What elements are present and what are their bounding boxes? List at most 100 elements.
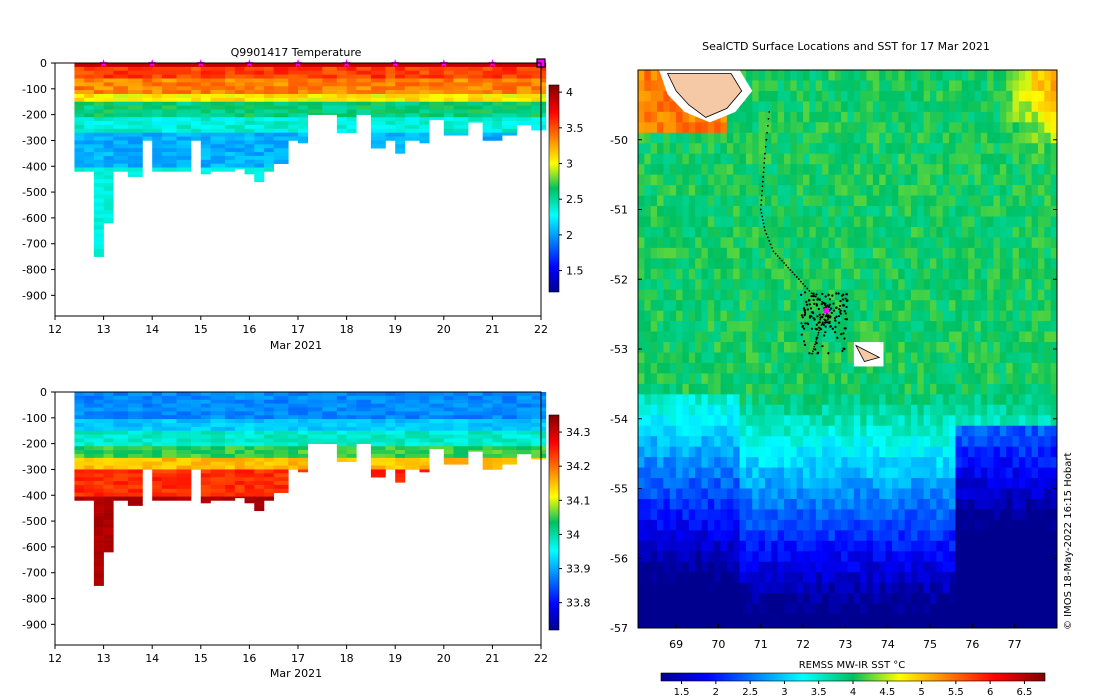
sst-cell	[726, 195, 734, 207]
sst-cell	[891, 446, 899, 458]
sst-cell	[936, 331, 944, 343]
sst-cell	[968, 101, 975, 113]
sst-cell	[745, 268, 753, 280]
sst-cell	[904, 404, 912, 416]
temperature-cell	[152, 121, 163, 126]
temperature-cell	[210, 140, 226, 145]
salinity-cell	[492, 430, 503, 435]
sst-cell	[771, 216, 779, 228]
salinity-cell	[93, 399, 104, 404]
sst-cell	[923, 394, 931, 406]
sst-cell	[657, 268, 664, 280]
sst-cell	[790, 195, 798, 207]
salinity-cell	[113, 442, 129, 447]
sst-cell	[828, 300, 836, 312]
sst-cell	[644, 111, 652, 123]
sst-cell	[961, 122, 969, 134]
sst-cell	[936, 498, 944, 510]
salinity-cell	[273, 426, 289, 432]
sst-cell	[955, 593, 963, 604]
sst-cell	[904, 321, 912, 332]
sst-cell	[955, 383, 963, 395]
sst-cell	[771, 143, 779, 155]
sst-cell	[942, 216, 950, 228]
temperature-cell	[385, 86, 396, 91]
sst-cell	[682, 185, 690, 196]
temperature-cell	[356, 101, 372, 106]
sst-cell	[885, 530, 893, 542]
sst-cell	[853, 206, 861, 217]
temperature-cell	[492, 78, 503, 83]
sst-cell	[866, 153, 874, 165]
temperature-cell	[395, 128, 406, 134]
temperature-cell	[288, 109, 299, 114]
sst-cell	[891, 174, 899, 186]
sst-cell	[961, 614, 969, 625]
sst-cell	[866, 478, 874, 489]
sst-cell	[949, 247, 956, 259]
salinity-cell	[419, 453, 430, 459]
temperature-cell	[419, 113, 430, 118]
sst-cell	[644, 206, 652, 217]
salinity-cell	[429, 407, 445, 412]
temperature-cell	[200, 124, 211, 130]
salinity-cell	[385, 415, 396, 420]
temperature-cell	[482, 128, 493, 134]
salinity-cell	[103, 500, 114, 505]
salinity-cell	[492, 415, 503, 420]
sst-cell	[974, 101, 982, 113]
salinity-ytick-label: -300	[22, 463, 47, 476]
temperature-cell	[191, 90, 202, 95]
sst-cell	[663, 185, 671, 196]
temperature-cell	[429, 109, 445, 114]
sst-cell	[853, 415, 861, 427]
sst-cell	[847, 70, 855, 81]
salinity-cell	[419, 446, 430, 451]
sst-cell	[790, 164, 798, 176]
sst-cell	[745, 352, 753, 364]
salinity-cell	[385, 392, 396, 397]
sst-cell	[688, 478, 696, 489]
sst-cell	[879, 394, 886, 406]
sst-cell	[910, 111, 918, 123]
sst-cell	[771, 321, 779, 332]
sst-cell	[777, 132, 785, 144]
sst-cell	[663, 582, 671, 594]
salinity-cell	[541, 430, 547, 435]
salinity-cell	[468, 419, 483, 424]
sst-cell	[828, 498, 836, 510]
sst-cell	[942, 446, 950, 458]
temperature-cell	[234, 163, 245, 168]
sst-cell	[650, 373, 658, 385]
sst-cell	[764, 394, 772, 406]
temperature-cell	[200, 148, 211, 153]
sst-cell	[955, 394, 963, 406]
sst-cell	[745, 593, 753, 604]
sst-cell	[701, 153, 709, 165]
salinity-cell	[502, 438, 517, 443]
temperature-cell	[336, 117, 347, 122]
sst-cell	[752, 498, 760, 510]
salinity-cell	[93, 488, 104, 493]
sst-cell	[650, 383, 658, 395]
salinity-cell	[429, 399, 445, 404]
sst-cell	[714, 153, 721, 165]
sst-cell	[764, 467, 772, 479]
sst-cell	[961, 206, 969, 217]
temperature-cell	[210, 128, 226, 134]
salinity-cell	[273, 403, 289, 408]
temperature-cell	[176, 140, 192, 145]
sst-cell	[942, 226, 950, 238]
sst-cell	[644, 195, 652, 207]
sst-cell	[828, 467, 836, 479]
sst-cell	[796, 530, 804, 542]
sst-cell	[860, 446, 867, 458]
sst-cell	[657, 122, 664, 134]
sst-cell	[733, 614, 740, 625]
salinity-cell	[395, 465, 406, 470]
sst-cell	[917, 509, 925, 521]
sst-cell	[758, 373, 766, 385]
sst-cell	[930, 132, 937, 144]
sst-cell	[910, 101, 918, 113]
sst-cell	[758, 509, 766, 521]
